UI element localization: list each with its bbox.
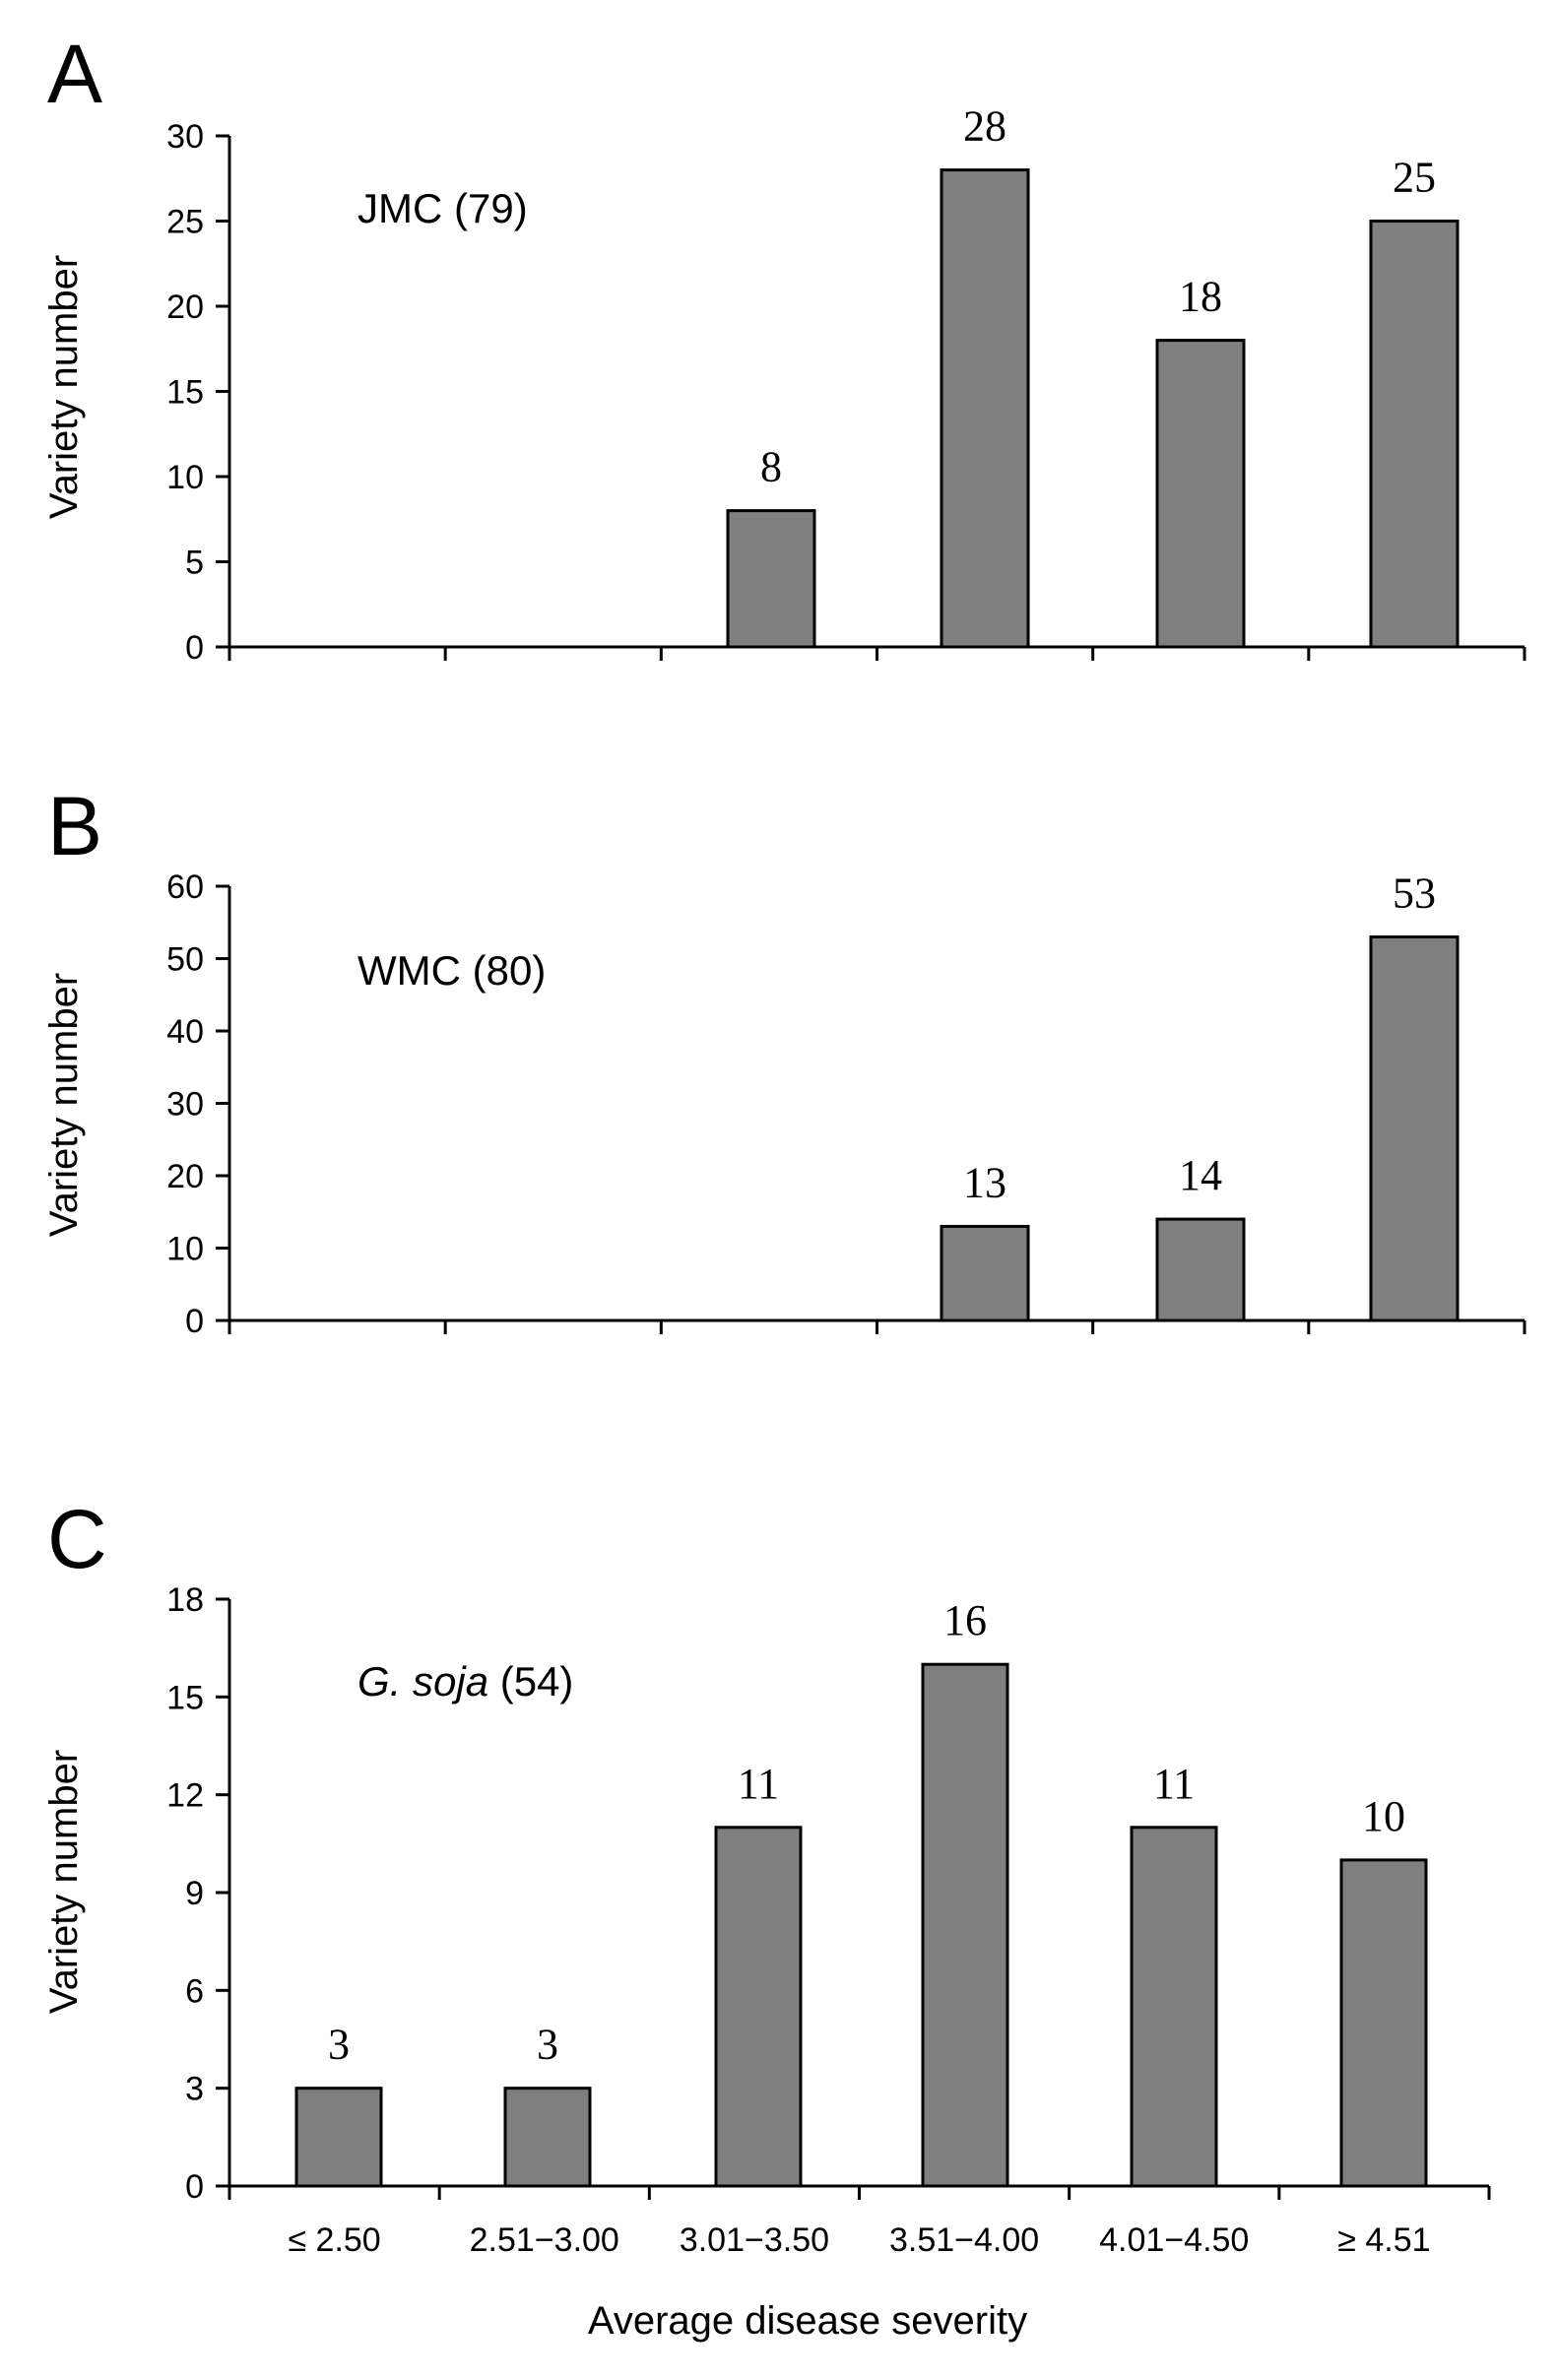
y-tick-label: 20 [166, 289, 204, 326]
bar [1339, 1858, 1428, 2188]
y-tick-label: 60 [166, 868, 204, 906]
panel-c: C Variety number G. soja (54) 0 3 6 9 12 15 18… [42, 1493, 1491, 2259]
data-label: 25 [1393, 154, 1436, 202]
y-tick-label: 0 [185, 1303, 204, 1340]
y-tick-label: 30 [166, 1086, 204, 1124]
panel-letter: C [47, 1493, 107, 1585]
y-tick-label: 3 [185, 2071, 204, 2108]
bar [1369, 220, 1460, 649]
data-label: 11 [1153, 1760, 1195, 1808]
bar [921, 1662, 1009, 2188]
panel-letter: B [47, 780, 102, 872]
panel-a: A Variety number JMC (79) 0 5 10 15 20 25 30 8 2… [42, 28, 1526, 667]
x-tick-label: ≤ 2.50 [288, 2221, 380, 2259]
y-axis-label: Variety number [42, 973, 86, 1237]
y-tick-label: 9 [185, 1875, 204, 1912]
bar [1369, 934, 1460, 1322]
bar [294, 2087, 383, 2188]
y-tick-label: 6 [185, 1972, 204, 2010]
x-tick-label: 3.01−3.50 [680, 2221, 829, 2259]
data-label: 14 [1179, 1151, 1222, 1199]
y-tick-label: 10 [166, 1231, 204, 1268]
x-tick-label: 2.51−3.00 [470, 2221, 619, 2259]
bar [1130, 1826, 1218, 2188]
bar [940, 168, 1030, 649]
data-label: 13 [963, 1158, 1006, 1206]
y-tick-label: 20 [166, 1158, 204, 1195]
y-tick-label: 15 [166, 1679, 204, 1716]
data-label: 18 [1179, 273, 1222, 321]
data-label: 3 [328, 2021, 350, 2069]
y-tick-label: 0 [185, 2168, 204, 2206]
y-tick-label: 0 [185, 629, 204, 667]
data-label: 3 [537, 2021, 558, 2069]
panel-letter: A [47, 28, 102, 120]
y-tick-label: 25 [166, 204, 204, 241]
x-tick-label: 4.01−4.50 [1099, 2221, 1249, 2259]
x-axis-label: Average disease severity [588, 2299, 1027, 2343]
y-tick-label: 40 [166, 1013, 204, 1051]
x-tick-label: 3.51−4.00 [889, 2221, 1039, 2259]
y-tick-label: 18 [166, 1581, 204, 1619]
bar [940, 1224, 1030, 1322]
y-tick-label: 15 [166, 374, 204, 412]
bar [714, 1826, 803, 2188]
data-label: 28 [963, 102, 1006, 151]
panel-b: B Variety number WMC (80) 0 10 20 30 40 50 60 1… [42, 780, 1526, 1340]
y-tick-label: 30 [166, 118, 204, 156]
bar [1155, 1217, 1246, 1322]
data-label: 53 [1393, 868, 1436, 917]
data-label: 8 [760, 443, 782, 491]
y-tick-label: 50 [166, 941, 204, 979]
y-axis-label: Variety number [42, 255, 86, 519]
x-tick-label: ≥ 4.51 [1337, 2221, 1430, 2259]
data-label: 11 [738, 1760, 779, 1808]
y-tick-label: 10 [166, 459, 204, 496]
bar [1155, 339, 1246, 649]
bar [726, 509, 816, 649]
bar [503, 2087, 592, 2188]
series-annotation: WMC (80) [357, 947, 546, 994]
y-tick-label: 12 [166, 1777, 204, 1815]
data-label: 16 [943, 1596, 987, 1644]
series-annotation: G. soja (54) [357, 1658, 573, 1705]
data-label: 10 [1362, 1792, 1405, 1840]
y-tick-label: 5 [185, 545, 204, 582]
series-annotation: JMC (79) [357, 185, 528, 231]
y-axis-label: Variety number [42, 1750, 86, 2014]
